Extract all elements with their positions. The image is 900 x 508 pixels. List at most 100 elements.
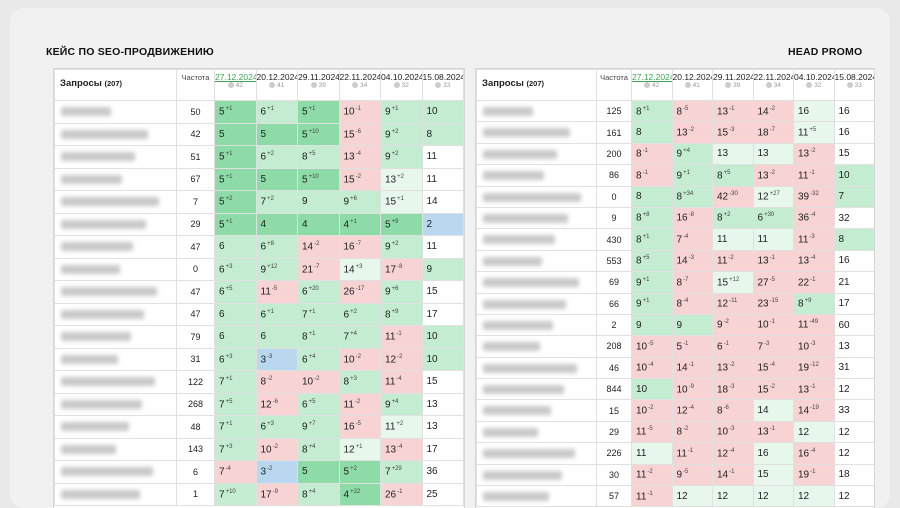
position-change: -3 (729, 126, 735, 133)
position-cell: 12+1 (338, 437, 381, 461)
position: 11 (757, 234, 768, 246)
position-cell: 6+3 (214, 347, 257, 371)
position-change: +1 (642, 105, 650, 112)
position: 12 (385, 353, 397, 365)
position-change: +1 (308, 106, 316, 113)
position-cell: 25 (421, 482, 464, 506)
date: 15.08.2024 (834, 72, 875, 82)
position-change: -1 (647, 490, 653, 497)
position-cell: 13 (421, 415, 464, 439)
frequency: 143 (176, 437, 215, 461)
position-cell: 22-1 (793, 271, 835, 294)
frequency: 208 (596, 335, 632, 358)
position-change: -49 (809, 319, 819, 326)
position: 8 (343, 376, 350, 388)
position: 9 (343, 196, 350, 208)
frequency: 1 (176, 482, 215, 506)
position-cell: 12-11 (712, 292, 754, 315)
position-cell: 13 (712, 142, 754, 166)
date-header: 04.10.2024 32 (380, 69, 423, 101)
position-change: +1 (683, 169, 690, 176)
position: 15 (717, 127, 729, 139)
position: 9 (385, 398, 391, 410)
position-cell: 8 (631, 121, 673, 144)
position-cell: 8+1 (297, 325, 340, 349)
position-change: -2 (769, 105, 775, 112)
position-change: +5 (723, 169, 731, 176)
frequency: 31 (176, 347, 215, 371)
position: 5 (676, 341, 683, 353)
position-change: +4 (308, 488, 316, 495)
frequency: 29 (596, 420, 632, 444)
position: 5 (343, 466, 350, 478)
blurred-query (61, 197, 159, 206)
position-cell: 10-3 (712, 420, 754, 444)
position-change: -1 (809, 169, 815, 176)
position-cell: 8-5 (671, 99, 713, 123)
position: 10 (757, 319, 769, 331)
position: 9 (385, 241, 391, 253)
position-cell: 11-4 (380, 370, 423, 394)
position-cell: 8+2 (712, 206, 754, 230)
position-cell: 8-6 (712, 399, 754, 422)
left-table: Запросы (207) Частота 27.12.2024 42 20.12.20… (53, 68, 465, 508)
position: 7 (385, 466, 391, 478)
position-change: +4 (683, 148, 690, 155)
position-change: -5 (355, 421, 361, 428)
position-change: +1 (308, 331, 316, 338)
position: 8 (838, 234, 845, 246)
position-cell: 8+34 (671, 185, 713, 208)
position: 7 (838, 191, 845, 203)
position-cell: 8-1 (631, 164, 673, 187)
freq-header: Частота (596, 69, 632, 101)
position: 11 (676, 448, 687, 460)
position: 12 (676, 490, 688, 502)
position-change: -6 (272, 398, 278, 405)
position: 6 (219, 263, 225, 275)
date-header: 22.11.2024 34 (752, 69, 794, 101)
position-cell: 5+1 (214, 212, 257, 236)
position-cell: 12 (793, 485, 835, 508)
position: 11 (426, 241, 437, 253)
position: 16 (798, 448, 810, 460)
position: 10 (636, 383, 648, 395)
position: 8 (302, 488, 308, 500)
position-cell: 6+1 (255, 100, 298, 124)
position: 12 (798, 490, 810, 502)
position-change: +3 (225, 443, 233, 450)
row: 46 10-4 14-1 13-2 15-4 19-12 31 (476, 356, 874, 380)
position-cell: 8 (421, 122, 464, 146)
table: Запросы (207) Частота 27.12.2024 42 20.12.20… (476, 69, 875, 508)
position: 18 (717, 383, 729, 395)
position: 6 (260, 106, 267, 118)
position-cell: 15 (752, 463, 794, 487)
blurred-query (483, 342, 540, 352)
position-change: +10 (308, 173, 319, 180)
blurred-query (61, 332, 131, 341)
position-change: +1 (225, 421, 233, 428)
position: 6 (219, 241, 225, 253)
position: 10 (676, 383, 688, 395)
blurred-query (61, 444, 116, 454)
position-cell: 11-1 (631, 485, 673, 508)
position-cell: 9+4 (380, 392, 423, 416)
position: 14 (302, 241, 314, 253)
position-cell: 16-7 (338, 235, 381, 259)
position: 11 (717, 234, 728, 246)
position: 11 (717, 255, 728, 267)
position-cell: 9+2 (380, 122, 423, 146)
position-change: -2 (723, 319, 729, 326)
position-cell: 9-5 (671, 463, 713, 487)
position: 6 (260, 151, 267, 163)
position-cell: 11-1 (671, 442, 713, 465)
frequency: 122 (176, 370, 215, 394)
position-cell: 33 (833, 399, 874, 422)
position-cell: 6-1 (712, 335, 754, 358)
position: 9 (717, 319, 723, 331)
position-change: -1 (810, 276, 816, 283)
blurred-query (61, 152, 135, 161)
position: 16 (838, 127, 850, 139)
position-change: -2 (355, 353, 361, 360)
position-change: +4 (308, 353, 316, 360)
position-change: -3 (729, 426, 735, 433)
